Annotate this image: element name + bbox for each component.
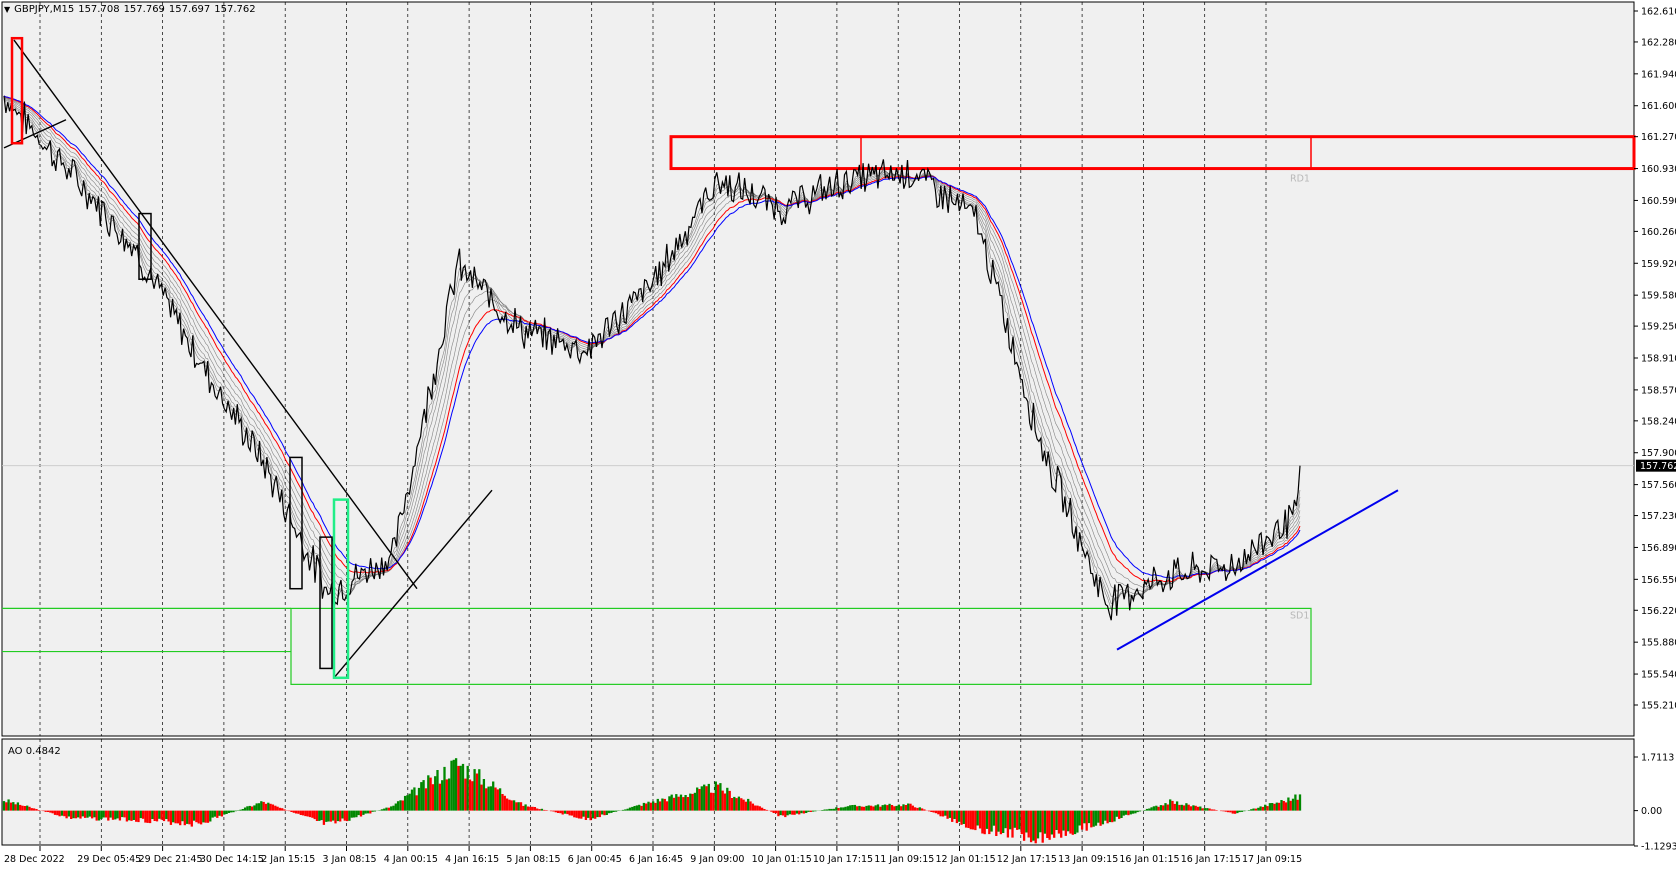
trendline-blue	[1116, 489, 1399, 651]
ribbon-ma	[3, 95, 1301, 599]
time-label: 3 Jan 08:15	[323, 854, 377, 865]
time-label: 10 Jan 17:15	[813, 854, 873, 865]
trendline-up	[333, 489, 493, 679]
price-line	[3, 95, 1301, 621]
time-label: 28 Dec 2022	[4, 854, 65, 865]
price-series	[3, 95, 1301, 621]
price-tick-label: 159.250	[1641, 322, 1676, 333]
candle-box	[138, 212, 152, 280]
time-label: 17 Jan 09:15	[1242, 854, 1302, 865]
highlight-box-green	[332, 498, 350, 680]
price-tick-label: 157.230	[1641, 511, 1676, 522]
time-label: 5 Jan 08:15	[506, 854, 560, 865]
support-zone-label: SD1	[1290, 610, 1309, 621]
time-label: 29 Dec 21:45	[139, 854, 203, 865]
price-tick-label: 157.900	[1641, 448, 1676, 459]
candle-box	[319, 536, 333, 670]
time-label: 4 Jan 00:15	[384, 854, 438, 865]
ema-red	[3, 95, 1301, 583]
price-tick-label: 155.540	[1641, 670, 1676, 681]
time-label: 12 Jan 17:15	[997, 854, 1057, 865]
time-label: 29 Dec 05:45	[77, 854, 141, 865]
zone-layer	[2, 135, 1636, 685]
time-label: 12 Jan 01:15	[936, 854, 996, 865]
ema-blue	[3, 95, 1301, 579]
open-value: 157.708	[78, 4, 120, 15]
price-tick-label: 162.280	[1641, 37, 1676, 48]
ao-tick-label: -1.1293	[1641, 842, 1676, 853]
resistance-zone-label: RD1	[1290, 174, 1310, 185]
ao-pane[interactable]	[1, 738, 1635, 846]
time-label: 9 Jan 09:00	[690, 854, 744, 865]
price-tick-label: 160.260	[1641, 227, 1676, 238]
price-axis: 162.610 162.280 161.940 161.600 161.270 160.9…	[1634, 7, 1676, 853]
price-tick-label: 158.240	[1641, 416, 1676, 427]
ao-tick-label: 1.7113	[1641, 753, 1674, 764]
time-label: 4 Jan 16:15	[445, 854, 499, 865]
ao-indicator-label: AO 0.4842	[8, 746, 61, 757]
price-tick-label: 162.610	[1641, 7, 1676, 18]
price-tick-label: 161.270	[1641, 132, 1676, 143]
price-tick-label: 159.580	[1641, 291, 1676, 302]
time-label: 11 Jan 09:15	[874, 854, 934, 865]
price-tick-label: 156.220	[1641, 606, 1676, 617]
price-tick-label: 159.920	[1641, 259, 1676, 270]
highlight-box-orange	[10, 36, 24, 145]
chart-header: ▼ GBPJPY,M15 157.708 157.769 157.697 157…	[4, 4, 256, 15]
price-tick-label: 160.590	[1641, 196, 1676, 207]
price-pane[interactable]	[1, 1, 1635, 737]
price-tick-label: 158.910	[1641, 354, 1676, 365]
price-tick-label: 156.890	[1641, 543, 1676, 554]
resistance-zone-inner	[860, 135, 1312, 170]
price-tick-label: 161.600	[1641, 101, 1676, 112]
price-tick-label: 157.560	[1641, 480, 1676, 491]
price-tick-label: 158.570	[1641, 385, 1676, 396]
support-zone	[290, 607, 1312, 685]
price-tick-label: 155.880	[1641, 638, 1676, 649]
ribbon-ma	[3, 95, 1301, 595]
candle-box	[289, 456, 303, 590]
ribbon-ma	[3, 95, 1301, 592]
high-value: 157.769	[123, 4, 165, 15]
time-label: 6 Jan 16:45	[629, 854, 683, 865]
price-tick-label: 156.550	[1641, 575, 1676, 586]
time-label: 13 Jan 09:15	[1058, 854, 1118, 865]
time-label: 10 Jan 01:15	[752, 854, 812, 865]
ribbon-ma	[3, 95, 1301, 588]
triangle-down-icon[interactable]: ▼	[4, 5, 11, 14]
price-tick-label: 161.940	[1641, 69, 1676, 80]
current-price-label: 157.762	[1640, 461, 1676, 472]
time-label: 6 Jan 00:45	[568, 854, 622, 865]
symbol-label: GBPJPY,M15	[14, 4, 75, 15]
time-label: 16 Jan 17:15	[1181, 854, 1241, 865]
close-value: 157.762	[214, 4, 256, 15]
time-label: 2 Jan 15:15	[261, 854, 315, 865]
ao-histogram	[2, 758, 1302, 844]
time-label: 30 Dec 14:15	[200, 854, 264, 865]
drawing-objects[interactable]	[3, 36, 1399, 680]
grid-layer	[2, 2, 1634, 845]
ao-tick-label: 0.00	[1641, 806, 1662, 817]
price-tick-label: 155.210	[1641, 701, 1676, 712]
price-tick-label: 160.930	[1641, 164, 1676, 175]
time-label: 16 Jan 01:15	[1119, 854, 1179, 865]
current-price-badge	[1636, 459, 1676, 472]
trendline-down	[13, 39, 418, 590]
low-value: 157.697	[168, 4, 211, 15]
